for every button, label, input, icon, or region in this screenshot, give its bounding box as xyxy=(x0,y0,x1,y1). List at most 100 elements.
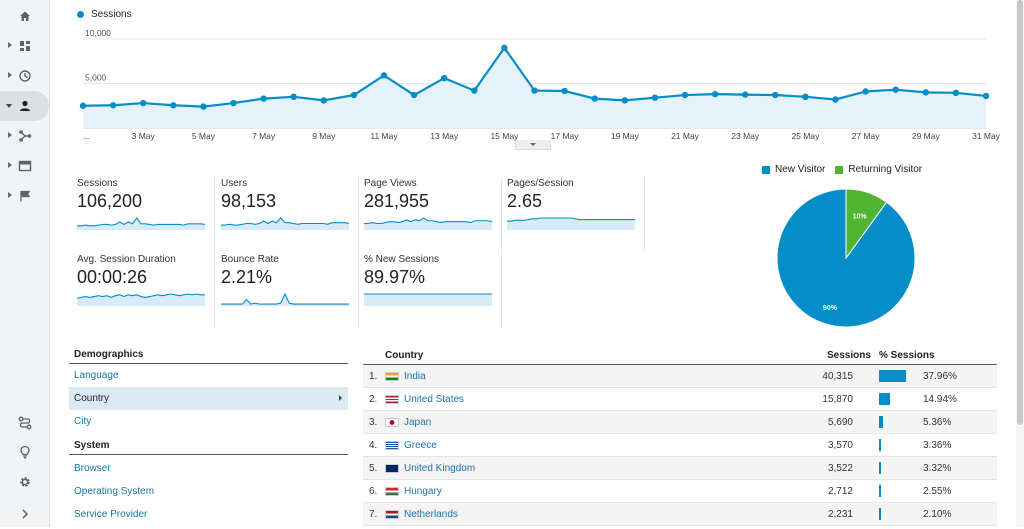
data-point[interactable] xyxy=(802,93,809,101)
nav-attribution[interactable] xyxy=(0,408,50,438)
metric-page-views[interactable]: Page Views 281,955 xyxy=(358,178,502,252)
nav-admin[interactable] xyxy=(0,467,50,497)
nav-conversions[interactable] xyxy=(0,181,50,211)
expand-caret-icon xyxy=(8,192,12,198)
data-point[interactable] xyxy=(591,95,598,102)
country-link[interactable]: India xyxy=(404,371,426,382)
flag-icon xyxy=(20,190,31,202)
data-point[interactable] xyxy=(170,102,177,109)
data-point[interactable] xyxy=(441,74,448,82)
x-tick-label: 15 May xyxy=(490,131,519,141)
chart-collapse-handle[interactable] xyxy=(515,140,551,150)
system-link-operating-system[interactable]: Operating System xyxy=(74,486,155,497)
pie-slice-returning-visitor[interactable] xyxy=(845,188,888,260)
column-header-sessions[interactable]: Sessions xyxy=(827,350,871,361)
data-point[interactable] xyxy=(952,89,960,97)
nav-audience[interactable] xyxy=(0,91,49,121)
nav-customization[interactable] xyxy=(0,31,50,61)
system-link-browser[interactable]: Browser xyxy=(74,463,111,474)
country-link[interactable]: Hungary xyxy=(404,486,442,497)
data-point[interactable] xyxy=(982,92,990,100)
country-link[interactable]: United Kingdom xyxy=(404,463,476,474)
data-point[interactable] xyxy=(832,96,839,103)
metric-new-sessions[interactable]: % New Sessions 89.97% xyxy=(358,254,502,328)
x-tick-label: 17 May xyxy=(551,131,580,141)
sparkline-area xyxy=(221,218,349,230)
sessions-line-chart[interactable]: 5,000 10,000... 3 May 5 May 7 May 9 May 11 May… xyxy=(50,0,1016,150)
person-icon xyxy=(19,100,30,111)
data-point[interactable] xyxy=(501,44,508,52)
sparkline-line xyxy=(364,217,492,225)
metric-value: 98,153 xyxy=(221,191,277,211)
table-header: Country Sessions % Sessions xyxy=(363,346,997,365)
data-point[interactable] xyxy=(140,99,147,107)
metric-pages-per-session[interactable]: Pages/Session 2.65 xyxy=(501,178,645,252)
nav-realtime[interactable] xyxy=(0,61,50,91)
pie-slice-label: 10% xyxy=(853,214,868,221)
demographics-link-country[interactable]: Country xyxy=(69,387,348,410)
data-point[interactable] xyxy=(290,93,297,101)
column-header-country[interactable]: Country xyxy=(385,350,424,361)
country-link[interactable]: Japan xyxy=(404,417,432,428)
home-icon xyxy=(20,11,30,21)
chevron-down-icon xyxy=(530,143,536,146)
metric-users[interactable]: Users 98,153 xyxy=(215,178,359,252)
data-point[interactable] xyxy=(471,87,478,94)
nav-discover[interactable] xyxy=(0,437,50,467)
nav-behavior[interactable] xyxy=(0,151,50,181)
data-point[interactable] xyxy=(320,97,327,104)
data-point[interactable] xyxy=(772,91,779,99)
metric-bounce-rate[interactable]: Bounce Rate 2.21% xyxy=(215,254,359,328)
country-table: Country Sessions % Sessions 1. India 40,31… xyxy=(363,346,997,526)
demographics-link-language[interactable]: Language xyxy=(74,370,119,381)
data-point[interactable] xyxy=(922,89,929,96)
data-point[interactable] xyxy=(350,91,358,99)
system-link-service-provider[interactable]: Service Provider xyxy=(74,509,148,520)
nav-home[interactable] xyxy=(0,1,50,31)
visitor-type-pie-chart[interactable]: 90% 10% xyxy=(771,183,921,333)
table-row: 6. Hungary 2,712 2.55% xyxy=(363,480,997,503)
data-point[interactable] xyxy=(892,86,899,93)
main-content: Sessions 5,000 10,000... 3 May 5 May 7 May 9 … xyxy=(50,0,1016,527)
acquisition-icon xyxy=(19,130,32,142)
demographics-link-city[interactable]: City xyxy=(74,416,92,427)
column-header-pct-sessions[interactable]: % Sessions xyxy=(879,350,935,361)
data-point[interactable] xyxy=(109,102,117,109)
data-point[interactable] xyxy=(862,88,869,95)
data-point[interactable] xyxy=(260,95,267,102)
data-point[interactable] xyxy=(380,72,388,79)
india-flag-icon xyxy=(385,372,399,381)
chart-legend-label: Sessions xyxy=(91,9,132,20)
sessions-value: 5,690 xyxy=(827,417,853,428)
data-point[interactable] xyxy=(410,91,418,99)
data-point[interactable] xyxy=(711,90,719,98)
metric-value: 2.65 xyxy=(507,191,543,211)
vertical-scrollbar[interactable] xyxy=(1016,0,1024,527)
country-link[interactable]: Greece xyxy=(404,440,437,451)
hungary-flag-icon xyxy=(385,487,399,496)
data-point[interactable] xyxy=(230,99,237,107)
nav-acquisition[interactable] xyxy=(0,121,50,151)
data-point[interactable] xyxy=(742,91,749,98)
x-tick-label: 19 May xyxy=(611,131,640,141)
data-point[interactable] xyxy=(681,91,689,99)
metric-avg-session-duration[interactable]: Avg. Session Duration 00:00:26 xyxy=(71,254,215,328)
data-point[interactable] xyxy=(531,87,538,94)
expand-nav-button[interactable] xyxy=(0,499,50,529)
pie-legend-item-returning[interactable]: Returning Visitor xyxy=(835,164,922,175)
country-link[interactable]: Netherlands xyxy=(404,509,458,520)
data-point[interactable] xyxy=(79,102,87,109)
country-link[interactable]: United States xyxy=(404,394,465,405)
data-point[interactable] xyxy=(561,87,568,95)
data-point[interactable] xyxy=(651,94,659,101)
percent-value: 2.10% xyxy=(923,509,952,520)
chart-legend[interactable]: Sessions xyxy=(77,9,132,20)
data-point[interactable] xyxy=(621,97,628,104)
metric-sparkline xyxy=(507,217,635,230)
metric-sessions[interactable]: Sessions 106,200 xyxy=(71,178,215,252)
scrollbar-thumb[interactable] xyxy=(1017,0,1023,425)
expand-caret-icon xyxy=(8,72,12,78)
pie-legend-item-new[interactable]: New Visitor xyxy=(762,164,825,175)
data-point[interactable] xyxy=(200,103,207,110)
percent-value: 37.96% xyxy=(923,371,957,382)
